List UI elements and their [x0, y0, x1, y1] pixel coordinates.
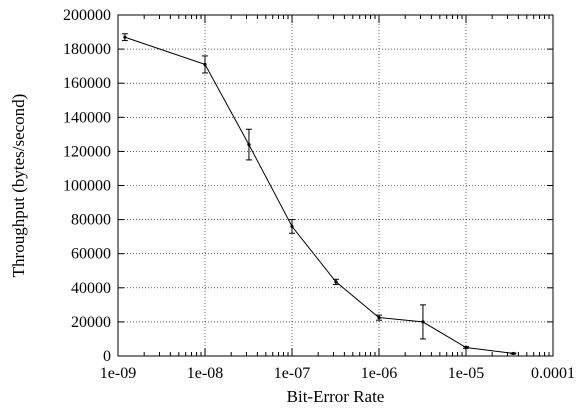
data-point — [377, 316, 381, 320]
series-line — [124, 36, 514, 354]
series — [121, 33, 517, 356]
ticks: 0 20000 40000 60000 80000 100000 120000 140000 1… — [63, 7, 575, 382]
data-point — [247, 142, 251, 147]
x-tick-label: 1e-07 — [274, 365, 310, 382]
y-tick-label: 200000 — [63, 7, 111, 24]
x-tick-label: 1e-06 — [361, 365, 397, 382]
y-tick-label: 0 — [103, 348, 111, 365]
x-tick-label: 1e-09 — [100, 365, 136, 382]
y-tick-label: 20000 — [71, 314, 111, 331]
data-point — [203, 62, 207, 67]
data-point — [334, 280, 338, 284]
y-tick-label: 80000 — [71, 212, 111, 229]
data-point — [421, 320, 425, 324]
y-tick-label: 100000 — [63, 178, 111, 195]
data-point — [511, 351, 515, 356]
data-point — [464, 345, 468, 350]
data-point — [123, 35, 127, 39]
x-tick-label: 1e-05 — [448, 365, 484, 382]
grid — [118, 15, 553, 356]
x-tick-label: 1e-08 — [187, 365, 223, 382]
y-tick-label: 40000 — [71, 280, 111, 297]
y-tick-label: 160000 — [63, 75, 111, 92]
x-tick-label: 0.0001 — [531, 365, 575, 382]
data-point — [290, 224, 294, 229]
y-tick-label: 180000 — [63, 41, 111, 58]
y-tick-label: 60000 — [71, 246, 111, 263]
y-tick-label: 120000 — [63, 143, 111, 160]
y-axis-title: Throughput (bytes/second) — [9, 94, 28, 278]
y-tick-label: 140000 — [63, 109, 111, 126]
x-axis-title: Bit-Error Rate — [287, 387, 385, 406]
